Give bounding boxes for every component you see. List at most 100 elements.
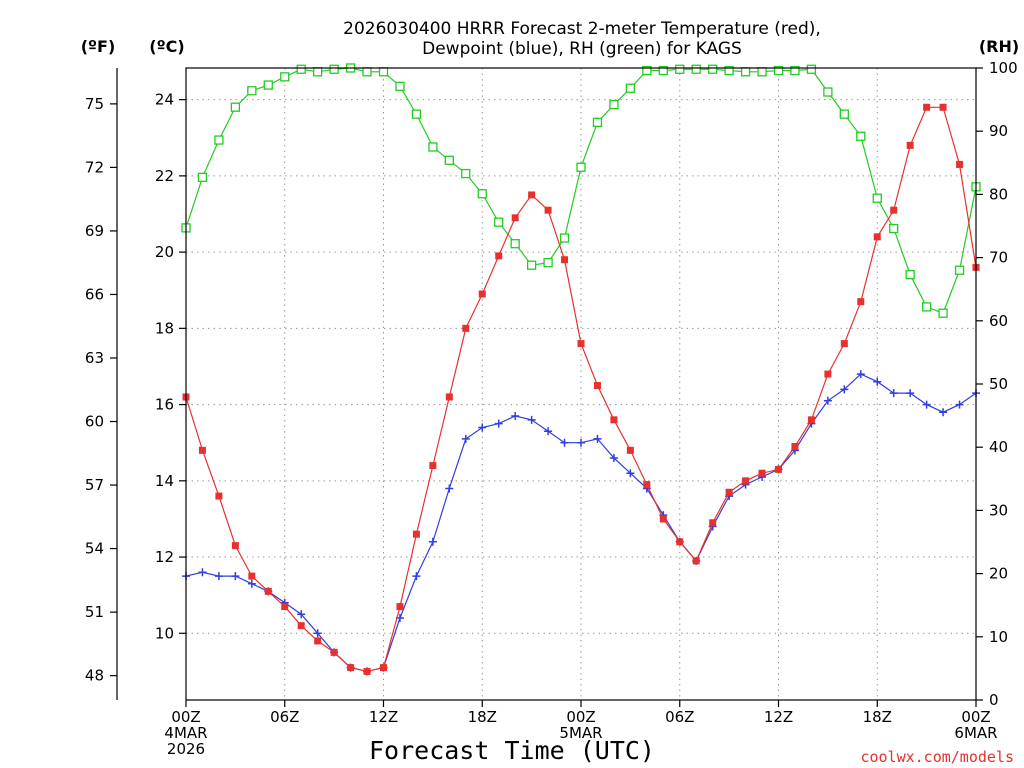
x-tick-label-line: 06Z — [270, 708, 299, 726]
temperature-point — [709, 519, 717, 527]
rh-point — [675, 64, 685, 74]
x-tick-label: 00Z 5MAR — [559, 708, 602, 742]
x-tick-label-line: 4MAR — [164, 724, 207, 742]
dewpoint-point — [214, 572, 223, 581]
series-layer — [181, 63, 981, 676]
celsius-tick-label: 22 — [155, 167, 174, 185]
celsius-tick-label: 20 — [155, 243, 174, 261]
x-tick-label: 12Z — [764, 708, 793, 726]
temperature-point — [956, 160, 964, 168]
dewpoint-point — [412, 572, 421, 581]
rh-point — [280, 72, 290, 82]
rh-tick-label: 40 — [989, 438, 1008, 456]
dewpoint-point — [445, 484, 454, 493]
temperature-point — [445, 393, 453, 401]
rh-point — [461, 168, 471, 179]
x-tick-label-line: 18Z — [863, 708, 892, 726]
rh-point — [477, 189, 487, 199]
rh-point — [510, 239, 520, 249]
fahrenheit-tick-label: 57 — [85, 476, 104, 494]
credit-text: coolwx.com/models — [860, 748, 1014, 766]
rh-point — [263, 80, 273, 90]
temperature-point — [544, 206, 552, 214]
rh-point — [494, 217, 504, 227]
temperature-point — [511, 214, 519, 222]
dewpoint-point — [247, 579, 256, 588]
temperature-point — [758, 469, 766, 477]
fahrenheit-axis: 48 51 54 57 60 63 66 69 72 75 — [85, 95, 117, 685]
dewpoint-point — [478, 423, 487, 432]
rh-tick-label: 100 — [989, 59, 1018, 77]
grid-lines — [186, 68, 976, 700]
celsius-axis-unit: (ºC) — [149, 37, 184, 56]
dewpoint-point — [297, 610, 306, 619]
temperature-point — [314, 637, 322, 645]
temperature-point — [659, 515, 667, 523]
dewpoint-point — [544, 427, 553, 436]
temperature-point — [775, 465, 782, 473]
rh-point — [658, 65, 668, 76]
rh-axis: 0 10 20 30 40 50 60 70 80 90 100 — [976, 59, 1018, 709]
rh-point — [444, 155, 454, 165]
temperature-point — [347, 664, 355, 672]
temperature-point — [626, 446, 634, 454]
fahrenheit-tick-label: 63 — [85, 349, 104, 367]
temperature-point — [478, 290, 486, 298]
rh-point — [954, 265, 965, 275]
fahrenheit-tick-label: 69 — [85, 222, 104, 240]
temperature-point — [610, 416, 618, 424]
x-tick-label: 06Z — [270, 708, 299, 726]
temperature-point — [528, 191, 536, 199]
rh-point — [609, 100, 619, 110]
dewpoint-point — [231, 572, 240, 581]
rh-point — [724, 65, 734, 76]
dewpoint-point — [823, 396, 832, 405]
rh-point — [378, 67, 389, 77]
rh-point — [790, 65, 800, 76]
fahrenheit-tick-label: 48 — [85, 667, 104, 685]
temperature-point — [429, 462, 437, 470]
temperature-point — [906, 141, 914, 149]
rh-point — [872, 193, 882, 203]
rh-point — [543, 258, 553, 268]
fahrenheit-tick-label: 51 — [85, 603, 104, 621]
rh-point — [411, 109, 422, 119]
rh-tick-label: 90 — [989, 122, 1008, 140]
rh-tick-label: 30 — [989, 501, 1008, 519]
temperature-point — [791, 443, 799, 451]
rh-point — [708, 64, 718, 74]
dewpoint-point — [198, 568, 207, 577]
temperature-point — [643, 481, 651, 489]
temperature-point — [676, 538, 684, 546]
temperature-point — [593, 382, 601, 390]
dewpoint-point — [494, 419, 503, 428]
dewpoint-point — [527, 415, 536, 424]
temperature-point — [198, 446, 206, 454]
temperature-point — [923, 103, 931, 111]
temperature-point — [692, 557, 700, 565]
rh-point — [642, 65, 652, 76]
dewpoint-point — [889, 389, 898, 398]
x-tick-label: 18Z — [468, 708, 497, 726]
temperature-point — [462, 324, 470, 332]
x-axis-label: Forecast Time (UTC) — [369, 736, 655, 765]
dewpoint-point — [593, 434, 602, 443]
x-tick-label-line: 12Z — [764, 708, 793, 726]
chart-title-line1: 2026030400 HRRR Forecast 2-meter Tempera… — [343, 19, 821, 39]
temperature-point — [231, 542, 239, 550]
chart-title-line2: Dewpoint (blue), RH (green) for KAGS — [422, 39, 742, 59]
rh-point — [938, 308, 948, 318]
rh-point — [576, 162, 586, 172]
dewpoint-point — [511, 412, 520, 421]
dewpoint-point — [577, 438, 585, 447]
x-tick-label-line: 12Z — [369, 708, 398, 726]
temperature-point — [857, 298, 865, 306]
celsius-tick-label: 16 — [155, 396, 174, 414]
rh-point — [740, 67, 751, 77]
x-tick-label-line: 00Z — [566, 708, 595, 726]
x-tick-label-line: 18Z — [468, 708, 497, 726]
rh-point — [296, 64, 306, 74]
rh-tick-label: 80 — [989, 185, 1008, 203]
temperature-point — [330, 648, 338, 656]
celsius-tick-label: 14 — [155, 472, 174, 490]
